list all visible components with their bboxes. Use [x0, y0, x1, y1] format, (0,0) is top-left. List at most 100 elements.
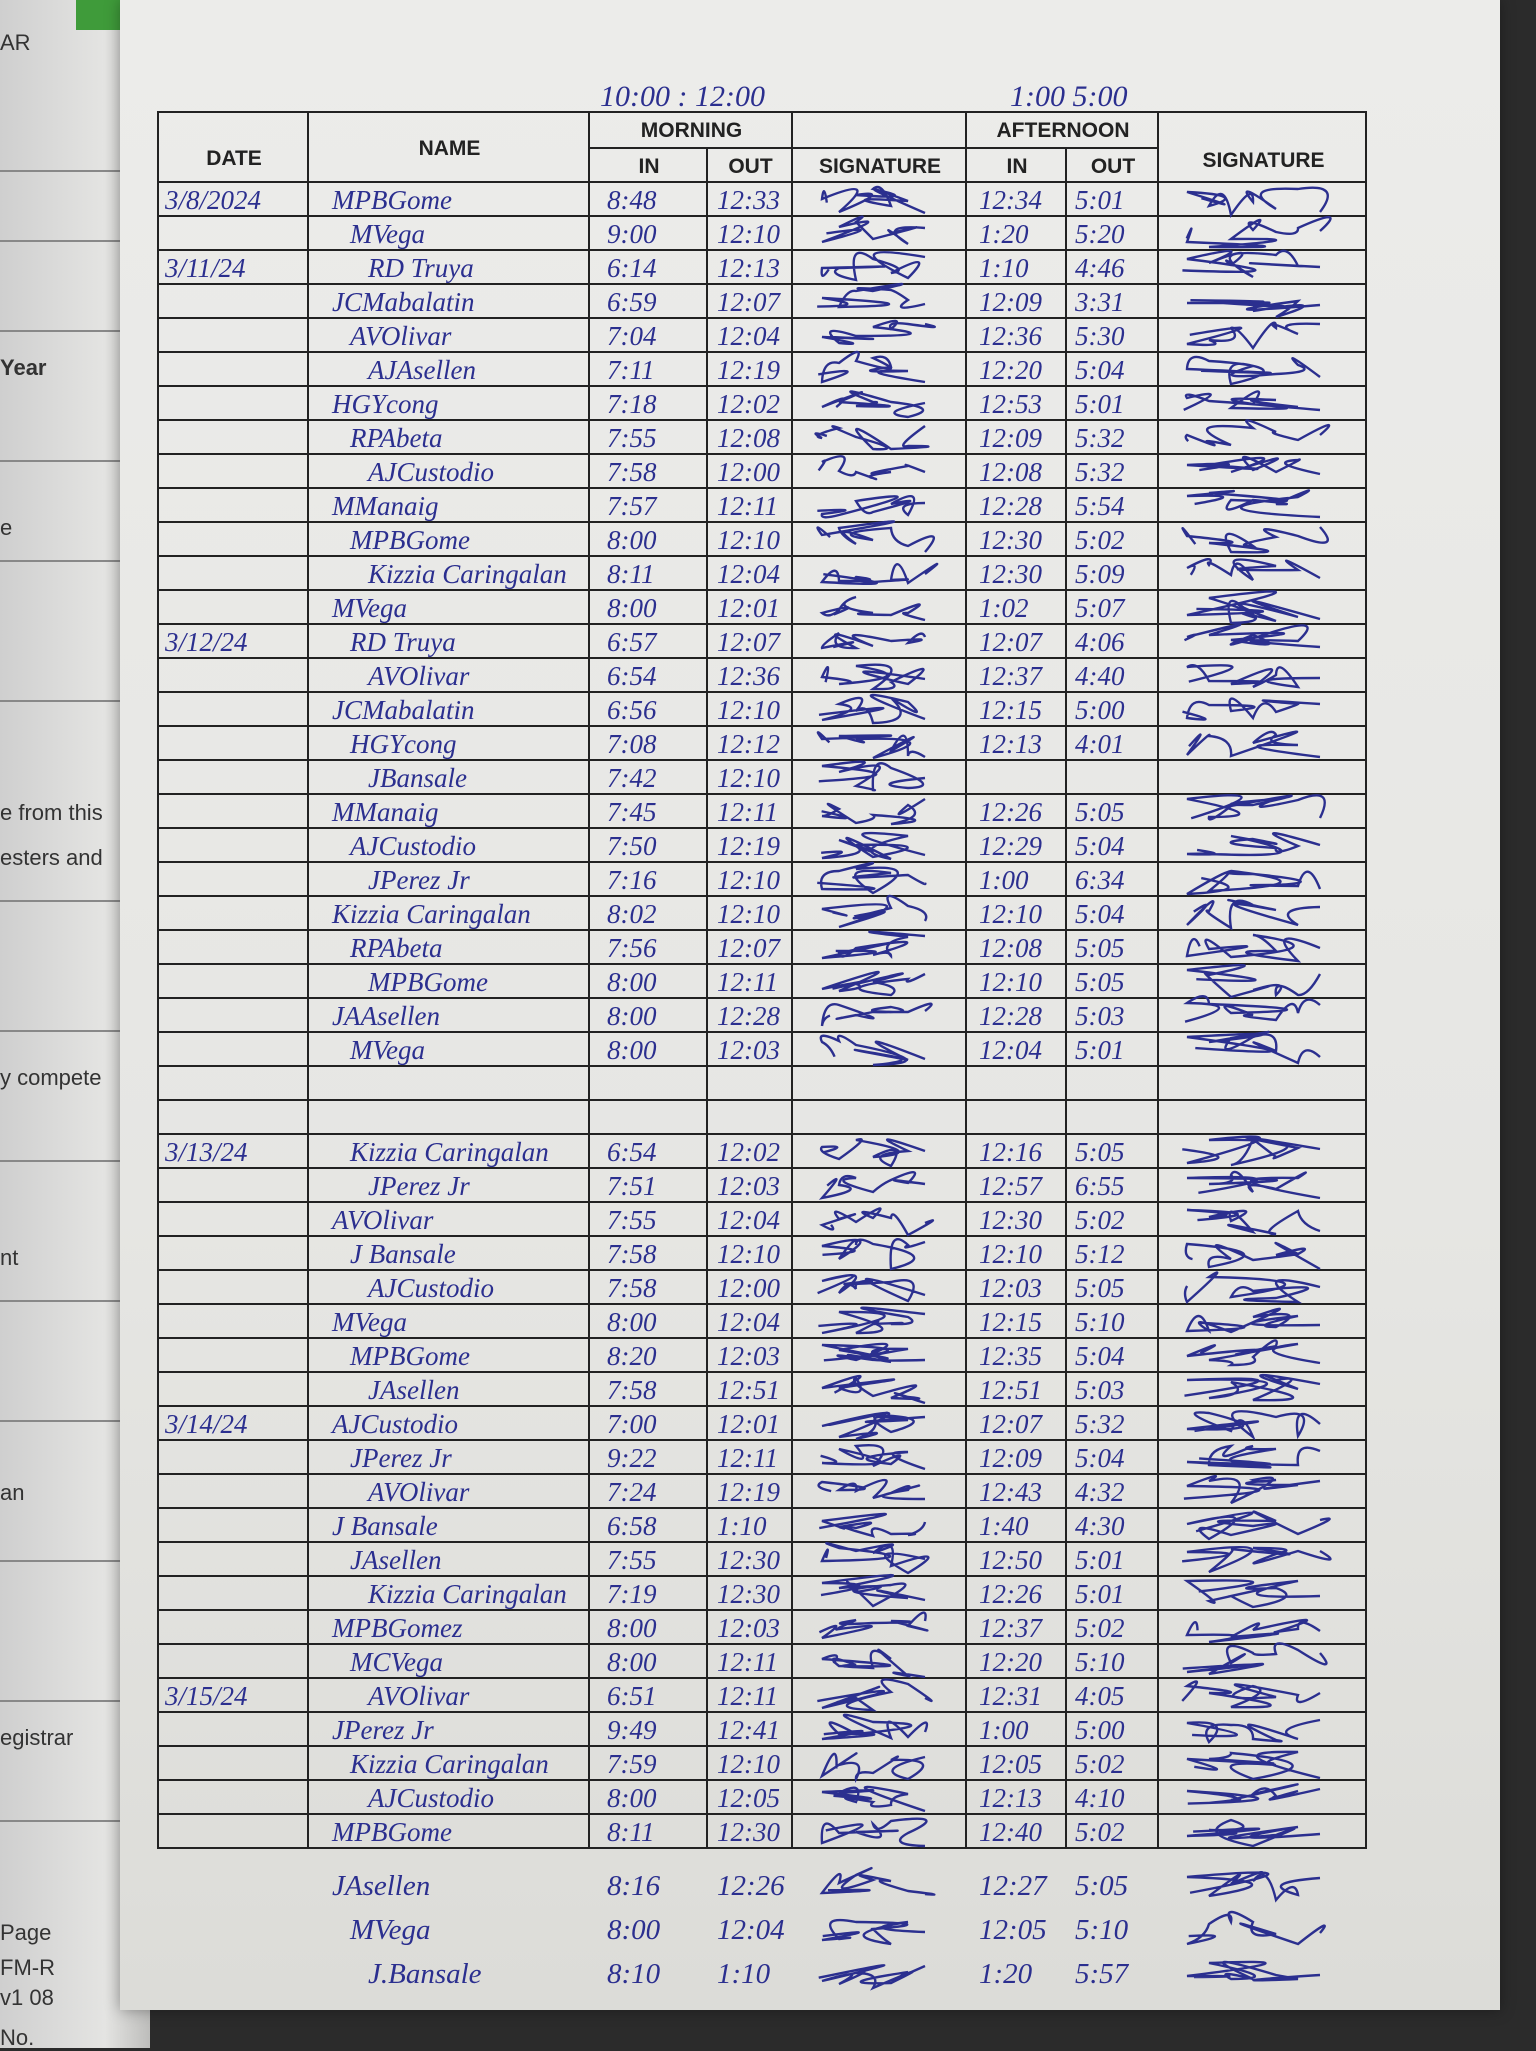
pm-in-cell: 12:15 — [979, 695, 1042, 725]
signature-stroke — [818, 1171, 926, 1200]
signature-stroke — [1184, 419, 1331, 447]
name-cell: Kizzia Caringalan — [350, 1137, 549, 1167]
am-in-cell: 6:51 — [607, 1681, 657, 1711]
row-rule — [157, 725, 1367, 727]
signature-stroke — [821, 1411, 926, 1441]
pm-out-cell: 6:34 — [1075, 865, 1125, 895]
pm-out-cell: 5:07 — [1075, 593, 1125, 623]
table-row: JAsellen 8:16 12:26 12:27 5:05 — [157, 1866, 1367, 1903]
signature-stroke — [1186, 1871, 1321, 1903]
am-in-cell: 7:58 — [607, 457, 657, 487]
row-rule — [157, 1405, 1367, 1407]
table-row: JPerez Jr 7:51 12:03 12:57 6:55 — [157, 1169, 1367, 1203]
am-signature-scribble — [821, 1411, 926, 1441]
pm-signature-scribble — [1186, 489, 1321, 519]
table-row — [157, 1067, 1367, 1101]
name-cell: MVega — [350, 1914, 431, 1946]
signature-stroke — [821, 1342, 926, 1364]
signature-stroke — [1186, 1444, 1321, 1469]
pm-signature-scribble — [1186, 321, 1321, 351]
am-signature-scribble — [820, 1002, 933, 1027]
divider — [0, 700, 130, 702]
am-in-cell: 9:22 — [607, 1443, 657, 1473]
pm-in-cell: 12:10 — [979, 899, 1042, 929]
pm-signature-scribble — [1184, 1241, 1321, 1271]
name-cell: MPBGome — [332, 1817, 452, 1847]
am-in-cell: 8:00 — [607, 525, 657, 555]
page-fragment-text: esters and — [0, 845, 103, 870]
table-row: MManaig 7:45 12:11 12:26 5:05 — [157, 794, 1367, 829]
header-morning: MORNING — [640, 119, 743, 142]
header-pm-in: IN — [1006, 155, 1028, 178]
signature-stroke — [818, 350, 926, 384]
pm-signature-scribble — [1186, 664, 1321, 689]
signature-stroke — [821, 1238, 926, 1271]
signature-stroke — [821, 1713, 929, 1741]
signature-stroke — [1183, 1474, 1321, 1505]
signature-stroke — [820, 1444, 926, 1471]
am-signature-scribble — [819, 595, 926, 622]
pm-in-cell: 12:34 — [979, 185, 1042, 215]
am-out-cell: 12:07 — [717, 627, 780, 657]
am-in-cell: 7:55 — [607, 1205, 657, 1235]
table-row: MVega 8:00 12:04 12:15 5:10 — [157, 1305, 1367, 1339]
pm-out-cell: 4:32 — [1075, 1477, 1125, 1507]
date-cell: 3/12/24 — [165, 627, 248, 657]
row-rule — [157, 1643, 1367, 1645]
am-out-cell: 12:30 — [717, 1579, 780, 1609]
divider — [0, 1160, 130, 1162]
page-fragment-text: Page — [0, 1920, 52, 1945]
pm-signature-scribble — [1186, 963, 1322, 999]
name-cell: RPAbeta — [350, 933, 443, 963]
row-rule — [157, 997, 1367, 999]
am-out-cell: 12:13 — [717, 253, 780, 283]
am-out-cell: 12:30 — [717, 1817, 780, 1847]
pm-in-cell: 12:08 — [979, 457, 1042, 487]
am-out-cell: 12:10 — [717, 865, 780, 895]
row-rule — [157, 419, 1367, 421]
am-in-cell: 7:55 — [607, 1545, 657, 1575]
signature-stroke — [817, 861, 927, 895]
pm-signature-scribble — [1184, 419, 1331, 447]
row-rule — [157, 317, 1367, 319]
table-row: MCVega 8:00 12:11 12:20 5:10 — [157, 1642, 1367, 1679]
name-cell: AJCustodio — [332, 1409, 458, 1439]
signature-stroke — [1183, 1271, 1321, 1304]
am-out-cell: 12:10 — [717, 763, 780, 793]
am-in-cell: 8:11 — [607, 1817, 655, 1847]
pm-out-cell: 5:04 — [1075, 1443, 1125, 1473]
page-fragment-text: AR — [0, 30, 31, 55]
am-out-cell: 12:19 — [717, 831, 780, 861]
pm-out-cell: 5:04 — [1075, 831, 1125, 861]
pm-in-cell: 12:30 — [979, 1205, 1042, 1235]
name-cell: AJCustodio — [368, 457, 494, 487]
signature-stroke — [821, 1785, 926, 1813]
page-fragment-text: egistrar — [0, 1725, 74, 1750]
am-in-cell: 7:51 — [607, 1171, 657, 1201]
pm-in-cell: 12:09 — [979, 287, 1042, 317]
am-out-cell: 12:01 — [717, 593, 780, 623]
pm-in-cell: 12:16 — [979, 1137, 1042, 1167]
pm-in-cell: 12:04 — [979, 1035, 1042, 1065]
am-in-cell: 7:55 — [607, 423, 657, 453]
am-in-cell: 8:20 — [607, 1341, 657, 1371]
pm-out-cell: 5:05 — [1075, 797, 1125, 827]
am-in-cell: 8:11 — [607, 559, 655, 589]
am-in-cell: 7:00 — [607, 1409, 657, 1439]
pm-out-cell: 5:01 — [1075, 185, 1125, 215]
signature-stroke — [1182, 697, 1321, 721]
am-signature-scribble — [821, 215, 926, 246]
pm-signature-scribble — [1186, 1510, 1331, 1541]
am-out-cell: 12:08 — [717, 423, 780, 453]
am-in-cell: 7:42 — [607, 763, 657, 793]
am-signature-scribble — [821, 797, 926, 826]
divider — [0, 1820, 130, 1822]
signature-stroke — [820, 185, 926, 215]
pm-signature-scribble — [1186, 898, 1321, 931]
signature-stroke — [1186, 558, 1321, 581]
table-row: Kizzia Caringalan 8:02 12:10 12:10 5:04 — [157, 894, 1367, 931]
header-am-signature: SIGNATURE — [818, 155, 942, 178]
row-rule — [157, 1677, 1367, 1679]
name-cell: MPBGome — [368, 967, 488, 997]
pm-signature-scribble — [1183, 1579, 1321, 1609]
